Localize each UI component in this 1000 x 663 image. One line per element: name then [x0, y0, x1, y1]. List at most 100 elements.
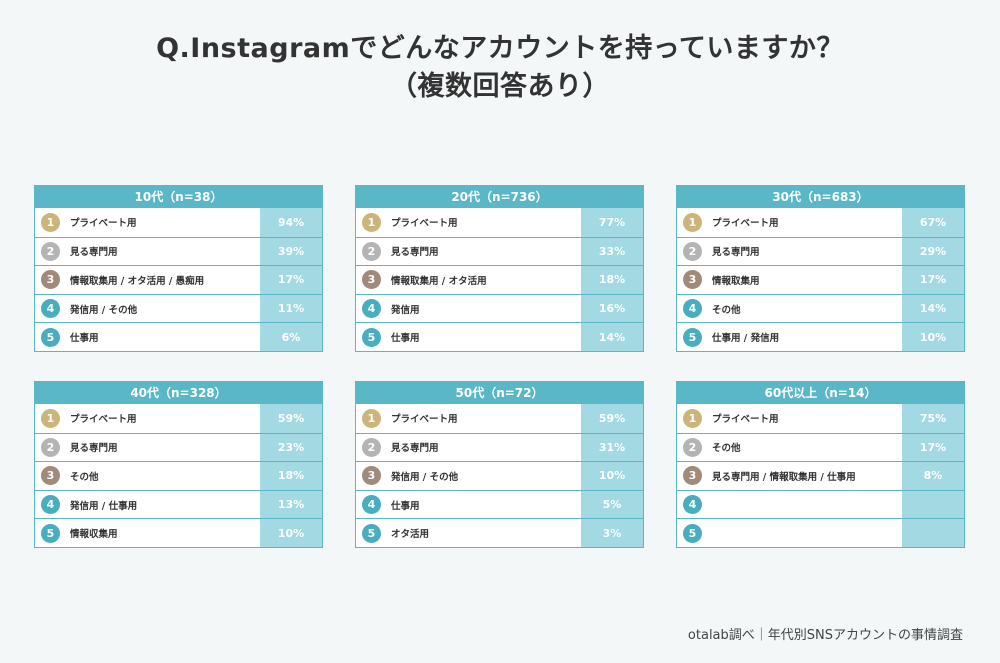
panel-header: 10代（n=38） — [35, 186, 322, 208]
table-row: 2 見る専門用 23% — [35, 432, 322, 462]
rank-badge: 3 — [683, 270, 702, 290]
row-label-cell: 5 仕事用 / 発信用 — [677, 323, 902, 351]
rank-badge: 2 — [683, 437, 702, 457]
rank-badge: 1 — [41, 408, 60, 428]
row-label-cell: 3 発信用 / その他 — [356, 462, 581, 490]
panel-header: 30代（n=683） — [677, 186, 964, 208]
row-value — [902, 519, 964, 547]
row-label-cell: 3 見る専門用 / 情報取集用 / 仕事用 — [677, 462, 902, 490]
row-label-cell: 1 プライベート用 — [677, 404, 902, 433]
row-value: 77% — [581, 208, 643, 237]
row-value: 39% — [260, 237, 322, 266]
row-label: 発信用 / 仕事用 — [70, 500, 138, 512]
title-line-1: Q.Instagramでどんなアカウントを持っていますか？ — [156, 33, 844, 64]
row-value — [902, 490, 964, 519]
rank-badge: 3 — [362, 270, 381, 290]
table-row: 5 仕事用 6% — [35, 322, 322, 351]
rank-badge: 4 — [41, 495, 60, 515]
rank-badge: 5 — [41, 327, 60, 347]
table-row: 4 その他 14% — [677, 293, 964, 323]
row-value: 16% — [581, 294, 643, 323]
table-row: 1 プライベート用 59% — [35, 404, 322, 433]
row-label: 見る専門用 — [70, 443, 118, 455]
table-row: 2 見る専門用 29% — [677, 236, 964, 266]
row-label: 見る専門用 — [391, 443, 439, 455]
table-row: 2 見る専門用 33% — [356, 236, 643, 266]
table-row: 3 情報取集用 / オタ活用 / 愚痴用 17% — [35, 265, 322, 294]
panel-header: 60代以上（n=14） — [677, 382, 964, 404]
source-footer: otalab調べ｜年代別SNSアカウントの事情調査 — [687, 628, 963, 643]
row-label-cell: 4 発信用 / その他 — [35, 295, 260, 323]
rank-badge: 1 — [362, 212, 381, 232]
row-label: プライベート用 — [391, 414, 458, 426]
row-value: 75% — [902, 404, 964, 433]
row-label: プライベート用 — [70, 218, 137, 230]
table-row: 3 見る専門用 / 情報取集用 / 仕事用 8% — [677, 461, 964, 490]
rank-badge: 1 — [41, 212, 60, 232]
row-label: プライベート用 — [712, 218, 779, 230]
rank-badge: 5 — [362, 523, 381, 543]
table-row: 3 情報取集用 / オタ活用 18% — [356, 265, 643, 294]
table-row: 4 発信用 16% — [356, 293, 643, 323]
row-value: 3% — [581, 519, 643, 547]
row-label: プライベート用 — [70, 414, 137, 426]
panel-body: 1 プライベート用 94% 2 見る専門用 39% 3 情報取集用 / オタ活用 / 愚痴用 1… — [35, 208, 322, 351]
row-value: 17% — [902, 433, 964, 462]
row-label-cell: 1 プライベート用 — [677, 208, 902, 237]
row-value: 6% — [260, 323, 322, 351]
row-label: 仕事用 — [70, 333, 99, 345]
table-row: 5 情報収集用 10% — [35, 518, 322, 547]
row-label: 見る専門用 — [70, 247, 118, 259]
table-row: 3 発信用 / その他 10% — [356, 461, 643, 490]
table-row: 2 見る専門用 31% — [356, 432, 643, 462]
row-label: 情報取集用 / オタ活用 — [391, 275, 487, 287]
row-label-cell: 1 プライベート用 — [35, 208, 260, 237]
row-label-cell: 4 仕事用 — [356, 491, 581, 519]
row-label-cell: 4 発信用 / 仕事用 — [35, 491, 260, 519]
row-label: 発信用 — [391, 304, 420, 316]
row-label-cell: 2 見る専門用 — [677, 238, 902, 266]
row-label-cell: 2 見る専門用 — [356, 238, 581, 266]
rank-badge: 5 — [683, 327, 702, 347]
row-value: 18% — [260, 462, 322, 490]
table-row: 5 オタ活用 3% — [356, 518, 643, 547]
ranking-panel: 30代（n=683） 1 プライベート用 67% 2 見る専門用 29% 3 情報取集用 17% 4… — [676, 185, 965, 352]
row-label-cell: 4 発信用 — [356, 295, 581, 323]
rank-badge: 3 — [41, 270, 60, 290]
rank-badge: 4 — [362, 299, 381, 319]
ranking-panel: 60代以上（n=14） 1 プライベート用 75% 2 その他 17% 3 見る専門用 / 情報… — [676, 381, 965, 548]
table-row: 3 情報取集用 17% — [677, 265, 964, 294]
row-value: 14% — [581, 323, 643, 351]
row-label: 発信用 / その他 — [70, 304, 138, 316]
row-label: その他 — [70, 471, 99, 483]
title-line-2: （複数回答あり） — [390, 71, 610, 102]
row-value: 17% — [902, 266, 964, 294]
rank-badge: 2 — [362, 241, 381, 261]
rank-badge: 1 — [362, 408, 381, 428]
row-value: 10% — [581, 462, 643, 490]
row-value: 29% — [902, 237, 964, 266]
row-label: 情報取集用 / オタ活用 / 愚痴用 — [70, 275, 205, 287]
table-row: 5 — [677, 518, 964, 547]
table-row: 4 — [677, 489, 964, 519]
rank-badge: 3 — [362, 466, 381, 486]
row-value: 14% — [902, 294, 964, 323]
row-label: その他 — [712, 443, 741, 455]
row-value: 31% — [581, 433, 643, 462]
table-row: 4 仕事用 5% — [356, 489, 643, 519]
row-value: 59% — [260, 404, 322, 433]
row-value: 10% — [260, 519, 322, 547]
panel-body: 1 プライベート用 67% 2 見る専門用 29% 3 情報取集用 17% 4 その他 14% 5 仕事用… — [677, 208, 964, 351]
rank-badge: 4 — [41, 299, 60, 319]
ranking-panel: 20代（n=736） 1 プライベート用 77% 2 見る専門用 33% 3 情報取集用 / オ… — [355, 185, 644, 352]
row-label-cell: 1 プライベート用 — [356, 404, 581, 433]
row-label-cell: 2 見る専門用 — [35, 238, 260, 266]
row-label-cell: 2 その他 — [677, 434, 902, 462]
row-value: 13% — [260, 490, 322, 519]
panel-header: 20代（n=736） — [356, 186, 643, 208]
row-label: プライベート用 — [712, 414, 779, 426]
table-row: 5 仕事用 / 発信用 10% — [677, 322, 964, 351]
row-value: 17% — [260, 266, 322, 294]
row-label: その他 — [712, 304, 741, 316]
ranking-panel: 10代（n=38） 1 プライベート用 94% 2 見る専門用 39% 3 情報取集用 / オタ… — [34, 185, 323, 352]
